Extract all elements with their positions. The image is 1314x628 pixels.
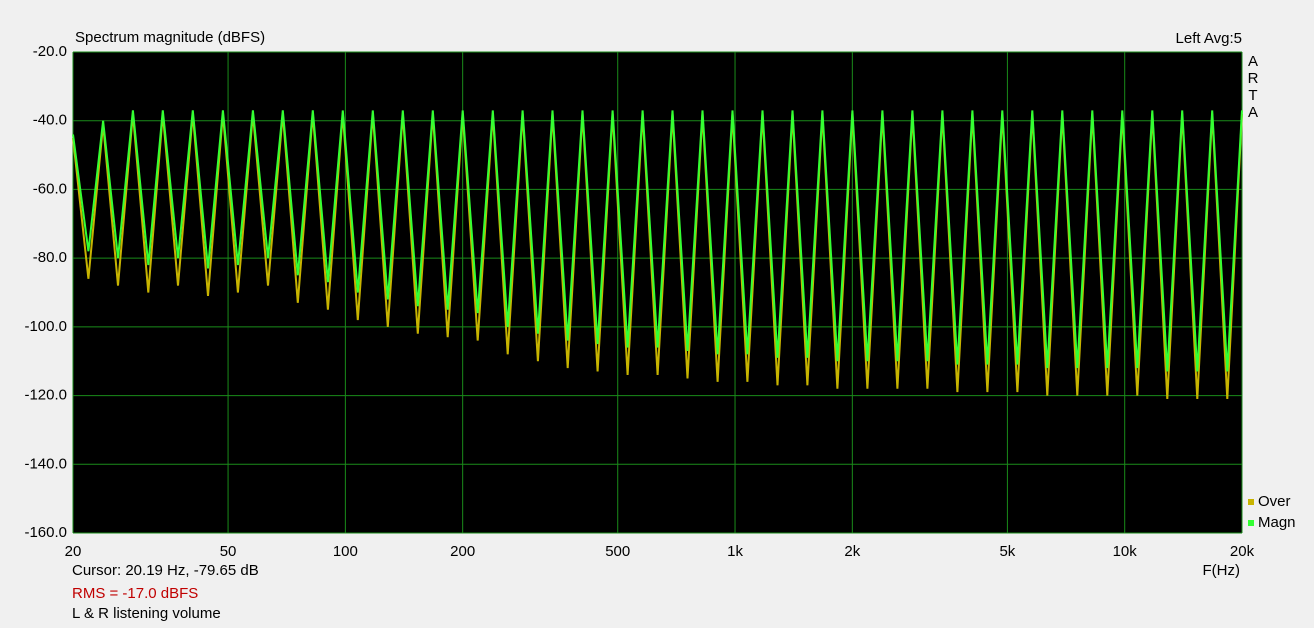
x-tick-label: 100 <box>333 543 358 560</box>
x-tick-label: 500 <box>605 543 630 560</box>
y-tick-label: -80.0 <box>33 249 67 266</box>
x-tick-label: 200 <box>450 543 475 560</box>
cursor-readout: Cursor: 20.19 Hz, -79.65 dB <box>72 562 259 579</box>
spectrum-line <box>72 113 1243 400</box>
rms-readout: RMS = -17.0 dBFS <box>72 585 198 602</box>
brand-letter: R <box>1248 70 1259 87</box>
x-tick-label: 2k <box>844 543 860 560</box>
x-axis-label: F(Hz) <box>1203 562 1241 579</box>
y-tick-label: -120.0 <box>24 387 67 404</box>
y-tick-label: -20.0 <box>33 43 67 60</box>
y-tick-label: -160.0 <box>24 524 67 541</box>
plot-area <box>73 52 1242 533</box>
brand-letter: T <box>1248 87 1257 104</box>
x-tick-label: 50 <box>220 543 237 560</box>
y-tick-label: -40.0 <box>33 112 67 129</box>
channel-info: Left Avg:5 <box>1176 30 1242 47</box>
y-tick-label: -140.0 <box>24 455 67 472</box>
y-tick-label: -60.0 <box>33 180 67 197</box>
chart-title: Spectrum magnitude (dBFS) <box>75 29 265 46</box>
legend-swatch <box>1248 499 1254 505</box>
x-tick-label: 20k <box>1230 543 1255 560</box>
brand-letter: A <box>1248 53 1258 70</box>
legend-label: Magn <box>1258 514 1296 531</box>
x-tick-label: 1k <box>727 543 743 560</box>
x-tick-label: 20 <box>65 543 82 560</box>
legend-label: Over <box>1258 493 1291 510</box>
y-tick-label: -100.0 <box>24 318 67 335</box>
brand-letter: A <box>1248 104 1258 121</box>
note: L & R listening volume <box>72 605 221 622</box>
legend-swatch <box>1248 520 1254 526</box>
x-tick-label: 10k <box>1113 543 1138 560</box>
spectrum-line <box>72 110 1243 372</box>
x-tick-label: 5k <box>999 543 1015 560</box>
